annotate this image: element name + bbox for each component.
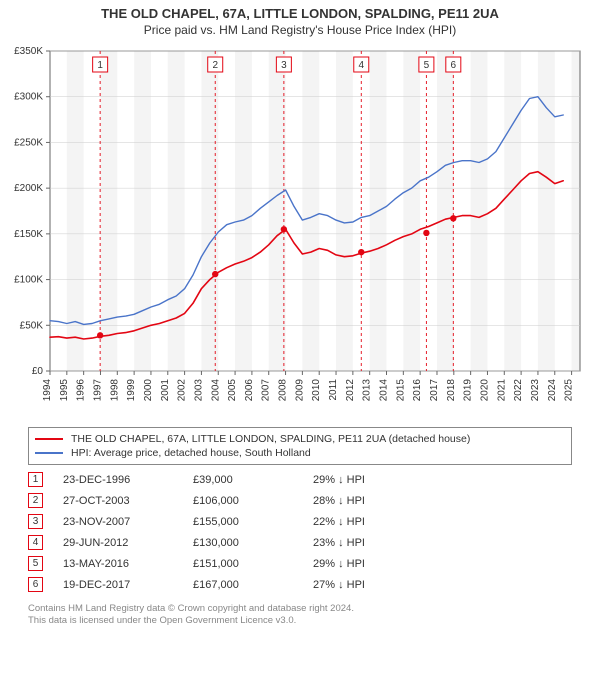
transaction-price: £151,000: [193, 558, 293, 570]
price-chart-svg: £0 £50K £100K £150K £200K £250K £300K £350K 1994…: [0, 41, 600, 421]
transaction-badge: 3: [28, 514, 43, 529]
svg-text:2017: 2017: [429, 379, 440, 402]
svg-text:2020: 2020: [479, 379, 490, 402]
footer-line-2: This data is licensed under the Open Gov…: [28, 615, 572, 627]
svg-text:1998: 1998: [109, 379, 120, 402]
svg-text:2010: 2010: [311, 379, 322, 402]
transaction-delta: 29% ↓ HPI: [313, 474, 413, 486]
svg-text:2019: 2019: [463, 379, 474, 402]
transaction-date: 13-MAY-2016: [63, 558, 173, 570]
svg-text:2003: 2003: [193, 379, 204, 402]
svg-text:2023: 2023: [530, 379, 541, 402]
svg-text:2000: 2000: [143, 379, 154, 402]
svg-text:2: 2: [212, 60, 218, 71]
svg-text:2013: 2013: [362, 379, 373, 402]
svg-text:3: 3: [281, 60, 287, 71]
transaction-delta: 28% ↓ HPI: [313, 495, 413, 507]
svg-text:1996: 1996: [76, 379, 87, 402]
svg-text:2015: 2015: [395, 379, 406, 402]
svg-text:£100K: £100K: [14, 275, 43, 286]
svg-text:6: 6: [451, 60, 457, 71]
legend: THE OLD CHAPEL, 67A, LITTLE LONDON, SPAL…: [28, 427, 572, 465]
transaction-delta: 29% ↓ HPI: [313, 558, 413, 570]
legend-label: THE OLD CHAPEL, 67A, LITTLE LONDON, SPAL…: [71, 433, 470, 445]
svg-text:2002: 2002: [177, 379, 188, 402]
chart-title: THE OLD CHAPEL, 67A, LITTLE LONDON, SPAL…: [0, 0, 600, 21]
svg-text:£200K: £200K: [14, 183, 43, 194]
svg-text:£50K: £50K: [20, 320, 44, 331]
transaction-row: 2 27-OCT-2003 £106,000 28% ↓ HPI: [28, 490, 572, 511]
footer-attribution: Contains HM Land Registry data © Crown c…: [28, 603, 572, 627]
transaction-price: £155,000: [193, 516, 293, 528]
svg-text:1997: 1997: [92, 379, 103, 402]
transaction-price: £167,000: [193, 579, 293, 591]
transaction-price: £39,000: [193, 474, 293, 486]
transaction-date: 23-DEC-1996: [63, 474, 173, 486]
chart-subtitle: Price paid vs. HM Land Registry's House …: [0, 21, 600, 41]
transaction-price: £130,000: [193, 537, 293, 549]
svg-text:£350K: £350K: [14, 46, 43, 57]
svg-text:2022: 2022: [513, 379, 524, 402]
svg-text:2007: 2007: [261, 379, 272, 402]
svg-text:£150K: £150K: [14, 229, 43, 240]
footer-line-1: Contains HM Land Registry data © Crown c…: [28, 603, 572, 615]
transaction-delta: 22% ↓ HPI: [313, 516, 413, 528]
svg-text:2004: 2004: [210, 379, 221, 402]
svg-text:1995: 1995: [59, 379, 70, 402]
svg-text:2011: 2011: [328, 379, 339, 401]
transaction-badge: 6: [28, 577, 43, 592]
transaction-price: £106,000: [193, 495, 293, 507]
svg-text:1: 1: [97, 60, 103, 71]
svg-text:2025: 2025: [564, 379, 575, 402]
transaction-table: 1 23-DEC-1996 £39,000 29% ↓ HPI 2 27-OCT-2003…: [28, 469, 572, 595]
transaction-row: 1 23-DEC-1996 £39,000 29% ↓ HPI: [28, 469, 572, 490]
svg-text:2009: 2009: [294, 379, 305, 402]
legend-swatch: [35, 452, 63, 454]
transaction-row: 3 23-NOV-2007 £155,000 22% ↓ HPI: [28, 511, 572, 532]
svg-text:2021: 2021: [496, 379, 507, 402]
svg-text:5: 5: [424, 60, 430, 71]
transaction-date: 27-OCT-2003: [63, 495, 173, 507]
svg-text:£300K: £300K: [14, 92, 43, 103]
svg-text:1999: 1999: [126, 379, 137, 402]
transaction-delta: 27% ↓ HPI: [313, 579, 413, 591]
svg-text:2016: 2016: [412, 379, 423, 402]
svg-text:2001: 2001: [160, 379, 171, 402]
svg-text:2024: 2024: [547, 379, 558, 402]
transaction-date: 23-NOV-2007: [63, 516, 173, 528]
svg-text:2005: 2005: [227, 379, 238, 402]
svg-text:£250K: £250K: [14, 137, 43, 148]
svg-text:2012: 2012: [345, 379, 356, 402]
transaction-date: 29-JUN-2012: [63, 537, 173, 549]
svg-text:1994: 1994: [42, 379, 53, 402]
legend-swatch: [35, 438, 63, 440]
svg-text:2014: 2014: [379, 379, 390, 402]
svg-text:2018: 2018: [446, 379, 457, 402]
transaction-badge: 1: [28, 472, 43, 487]
svg-text:£0: £0: [32, 366, 44, 377]
transaction-delta: 23% ↓ HPI: [313, 537, 413, 549]
svg-text:2008: 2008: [278, 379, 289, 402]
legend-row: HPI: Average price, detached house, Sout…: [35, 446, 565, 460]
svg-text:4: 4: [358, 60, 364, 71]
transaction-badge: 4: [28, 535, 43, 550]
transaction-badge: 5: [28, 556, 43, 571]
transaction-date: 19-DEC-2017: [63, 579, 173, 591]
chart-area: £0 £50K £100K £150K £200K £250K £300K £350K 1994…: [0, 41, 600, 421]
transaction-row: 6 19-DEC-2017 £167,000 27% ↓ HPI: [28, 574, 572, 595]
transaction-row: 5 13-MAY-2016 £151,000 29% ↓ HPI: [28, 553, 572, 574]
transaction-row: 4 29-JUN-2012 £130,000 23% ↓ HPI: [28, 532, 572, 553]
transaction-badge: 2: [28, 493, 43, 508]
legend-label: HPI: Average price, detached house, Sout…: [71, 447, 311, 459]
svg-text:2006: 2006: [244, 379, 255, 402]
legend-row: THE OLD CHAPEL, 67A, LITTLE LONDON, SPAL…: [35, 432, 565, 446]
